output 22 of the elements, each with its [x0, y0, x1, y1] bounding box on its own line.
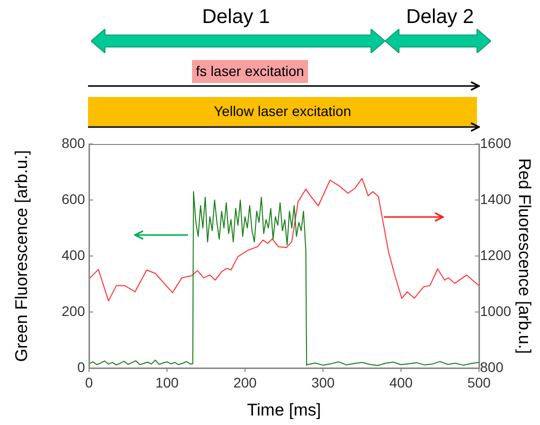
text: Yellow laser excitation: [88, 97, 477, 126]
x-tick-label: 400: [389, 374, 413, 390]
y2-tick-label: 1400: [480, 190, 512, 207]
y2-tick-label: 1200: [480, 246, 512, 263]
x-tick-label: 500: [467, 374, 491, 390]
text: fs laser excitation: [192, 60, 308, 83]
x-tick-label: 300: [311, 374, 335, 390]
y-tick-label: 800: [62, 134, 86, 151]
x-tick-label: 200: [233, 374, 257, 390]
y-tick-label: 0: [77, 358, 86, 375]
y2-tick-label: 1600: [480, 134, 512, 151]
x-axis-title: Time [ms]: [247, 400, 321, 420]
x-tick-label: 100: [155, 374, 179, 390]
y-tick-label: 200: [62, 302, 86, 319]
y2-tick-label: 1000: [480, 302, 512, 319]
y-tick-label: 600: [62, 190, 86, 207]
y2-tick-label: 800: [480, 358, 504, 375]
y2-axis-title: Red Fluorescence [arb.u.]: [515, 158, 534, 354]
text: Delay 2: [405, 6, 475, 29]
y-tick-label: 400: [62, 246, 86, 263]
y-axis-title: Green Fluorescence [arb.u.]: [12, 150, 31, 362]
text: Delay 1: [201, 6, 271, 29]
